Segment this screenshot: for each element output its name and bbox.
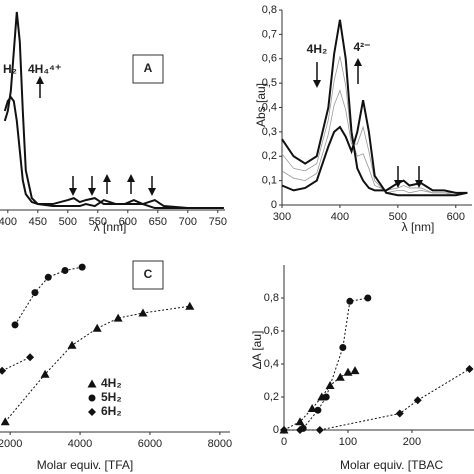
x-tick-label: 650 [149, 216, 167, 228]
point [346, 297, 354, 305]
legend-label: 6H₂ [101, 404, 122, 418]
x-tick-label: 500 [59, 216, 77, 228]
y-tick-label: 0,3 [262, 126, 277, 138]
point [465, 364, 474, 373]
x-tick-label: 500 [389, 211, 407, 223]
point [343, 367, 353, 376]
x-tick-label: 6000 [138, 438, 162, 450]
x-tick-label: 600 [447, 211, 465, 223]
legend-marker [88, 394, 96, 402]
annotation: 4H₂ [307, 42, 328, 56]
legend-marker [87, 379, 97, 388]
point [350, 366, 360, 375]
annotation: H₂ [3, 62, 17, 76]
trend-line [14, 266, 83, 326]
point [325, 380, 335, 389]
x-tick-label: 8000 [208, 438, 232, 450]
point [295, 426, 304, 434]
x-tick-label: 2000 [0, 438, 22, 450]
x-tick-label: 400 [0, 216, 17, 228]
spectrum-line [281, 89, 468, 196]
x-axis-label: Molar equiv. [TBAC [340, 458, 443, 472]
panel-box [132, 260, 164, 290]
point [280, 426, 288, 434]
x-tick-label: 100 [339, 436, 357, 448]
point [0, 366, 7, 375]
x-tick-label: 750 [209, 216, 227, 228]
point [185, 301, 195, 310]
spectrum-line [281, 19, 468, 194]
point [26, 353, 35, 362]
annotation: C [144, 267, 153, 281]
point [40, 369, 50, 378]
point [295, 417, 305, 426]
y-axis-label: Abs [au] [254, 83, 268, 127]
y-tick-label: 0,6 [262, 53, 277, 65]
point [92, 323, 102, 332]
annotation: A [144, 61, 153, 75]
point [317, 392, 327, 401]
point [31, 289, 39, 297]
spectrum-line [281, 56, 468, 194]
point [395, 409, 404, 418]
spectrum-line [281, 100, 468, 197]
x-axis-label: λ [nm] [94, 220, 127, 234]
trend-line [284, 368, 470, 431]
y-tick-label: 0,8 [262, 4, 277, 16]
annotation: 4²⁻ [353, 40, 370, 54]
point [11, 321, 19, 329]
y-tick-label: 0,2 [262, 150, 277, 162]
point [339, 344, 347, 351]
y-tick-label: 0,1 [262, 175, 277, 187]
y-tick-label: 0 [273, 424, 279, 436]
x-tick-label: 550 [89, 216, 107, 228]
y-tick-label: 0 [271, 199, 277, 211]
y-tick-label: 0,8 [264, 292, 279, 304]
point [307, 404, 317, 413]
trend-line [1, 356, 31, 372]
spectrum-line [3, 95, 224, 210]
point [138, 308, 148, 317]
panel-box [132, 54, 164, 84]
x-tick-label: 200 [403, 436, 421, 448]
x-tick-label: 450 [29, 216, 47, 228]
y-tick-label: 0,4 [264, 358, 279, 370]
y-tick-label: 0,2 [264, 391, 279, 403]
legend-label: 5H₂ [101, 390, 122, 404]
annotation: 4H₄⁴⁺ [28, 62, 61, 76]
y-tick-label: 0,6 [264, 325, 279, 337]
point [335, 372, 345, 381]
x-tick-label: 4000 [68, 438, 92, 450]
spectrum-line [3, 11, 224, 210]
x-tick-label: 700 [179, 216, 197, 228]
y-tick-label: 0,7 [262, 28, 277, 40]
point [0, 417, 10, 426]
legend-marker [88, 408, 96, 416]
point [61, 267, 69, 274]
x-axis-label: Molar equiv. [TFA] [37, 458, 133, 472]
point [113, 313, 123, 322]
arrows [36, 58, 423, 196]
point [44, 273, 52, 281]
x-tick-label: 0 [281, 436, 287, 448]
y-tick-label: 0,5 [262, 77, 277, 89]
point [315, 426, 324, 434]
y-tick-label: 0,4 [262, 101, 277, 113]
x-axis-label: λ [nm] [402, 220, 435, 234]
legend-label: 4H₂ [101, 376, 122, 390]
point [364, 294, 372, 302]
point [67, 340, 77, 349]
x-tick-label: 600 [119, 216, 137, 228]
point [78, 263, 86, 271]
x-tick-label: 300 [273, 211, 291, 223]
point [413, 396, 422, 405]
x-tick-label: 400 [331, 211, 349, 223]
y-axis-label: ΔA [au] [250, 331, 264, 370]
trend-line [4, 305, 190, 423]
